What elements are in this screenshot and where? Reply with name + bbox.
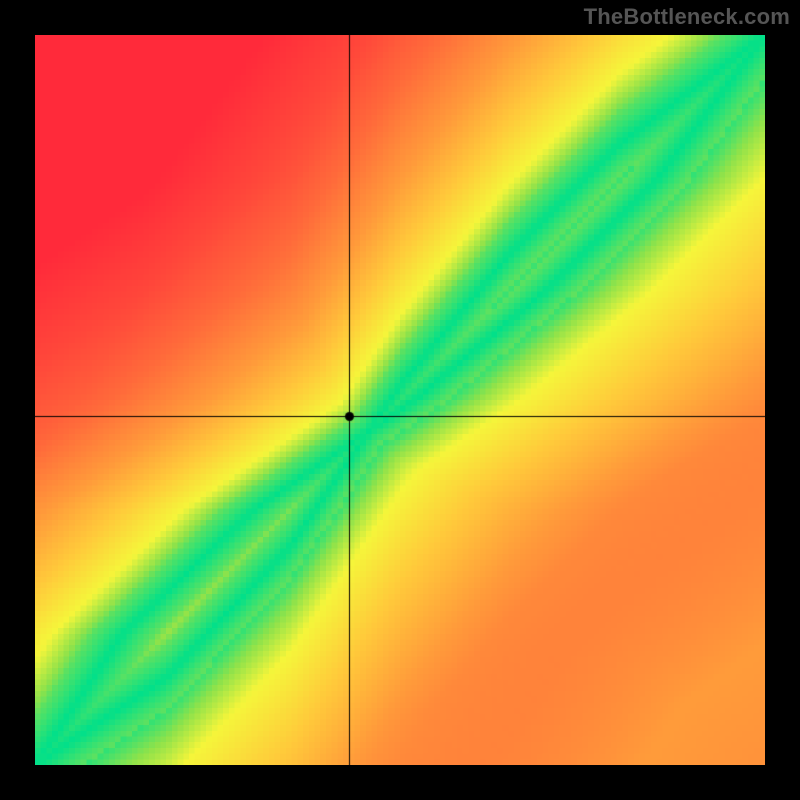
bottleneck-heatmap	[35, 35, 765, 765]
watermark-text: TheBottleneck.com	[584, 4, 790, 30]
figure-root: TheBottleneck.com	[0, 0, 800, 800]
